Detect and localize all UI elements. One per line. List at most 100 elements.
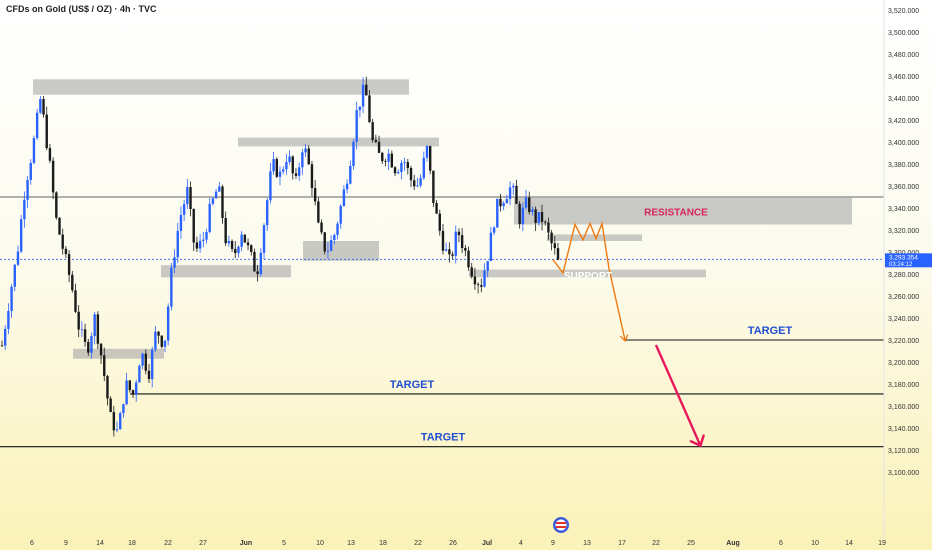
candle-body	[176, 230, 179, 258]
candle	[550, 229, 553, 251]
candle-body	[352, 141, 355, 166]
candle	[467, 246, 470, 271]
candle	[256, 265, 259, 282]
candle	[192, 208, 195, 252]
candle	[93, 311, 96, 345]
target-3-label: TARGET	[421, 432, 466, 444]
candle	[87, 339, 90, 356]
candle	[496, 198, 499, 228]
candle-body	[147, 370, 151, 380]
candle	[492, 225, 496, 236]
candle	[7, 303, 10, 335]
candle-body	[518, 203, 521, 225]
y-tick-label: 3,500.000	[888, 30, 919, 37]
candle-body	[90, 336, 93, 353]
candle-body	[103, 355, 106, 376]
candle-body	[58, 217, 61, 235]
candle	[186, 179, 189, 209]
candle-body	[45, 114, 48, 149]
target-2-label: TARGET	[390, 379, 435, 391]
candle-body	[246, 242, 250, 246]
x-tick-label: 4	[519, 540, 523, 547]
candle	[339, 204, 342, 229]
candle	[272, 151, 275, 175]
candle-body	[182, 204, 186, 215]
x-tick-label: 14	[845, 540, 853, 547]
candle	[393, 165, 397, 177]
candle	[51, 157, 55, 200]
candle	[227, 235, 231, 247]
x-tick-label: 14	[96, 540, 104, 547]
candle	[390, 150, 394, 169]
candle-body	[128, 380, 132, 391]
candle	[35, 108, 39, 141]
candle	[368, 89, 371, 123]
candle	[291, 155, 294, 180]
candle-body	[480, 285, 483, 287]
x-axis[interactable]: 6 9 14 18 22 27 Jun 5 10 13 18 22 26 Jul 4 9 13 17 22 25 Aug…	[30, 540, 886, 547]
y-tick-label: 3,320.000	[888, 228, 919, 235]
candle	[262, 223, 266, 260]
candle	[317, 197, 320, 224]
candle	[301, 148, 304, 175]
candle-body	[400, 162, 403, 173]
candle	[444, 242, 448, 252]
candle	[90, 332, 93, 359]
y-tick-label: 3,260.000	[888, 294, 919, 301]
candle	[266, 198, 269, 231]
candle-body	[189, 187, 192, 209]
candle-body	[179, 214, 183, 231]
candle-body	[163, 340, 167, 347]
candle	[96, 311, 100, 349]
candle-body	[250, 245, 253, 252]
candle-body	[281, 169, 285, 172]
candle-body	[368, 95, 371, 123]
candle-body	[537, 212, 541, 223]
candle	[358, 106, 362, 118]
candle-body	[237, 246, 240, 254]
x-tick-label: 22	[414, 540, 422, 547]
candle-body	[339, 205, 342, 224]
candle	[505, 194, 509, 204]
candle-body	[419, 178, 422, 186]
candle-body	[521, 207, 525, 225]
candle	[176, 222, 179, 264]
candle-body	[205, 231, 208, 240]
candle	[202, 231, 205, 248]
candle-body	[77, 311, 80, 330]
candle-body	[272, 159, 275, 172]
candle-body	[413, 180, 416, 187]
candle	[374, 134, 378, 144]
candle-body	[80, 329, 84, 331]
candle-body	[259, 252, 263, 275]
candle-body	[336, 223, 339, 235]
candle-body	[96, 314, 100, 344]
candle	[502, 201, 505, 211]
candle	[67, 250, 71, 283]
candle	[342, 185, 346, 207]
candle	[508, 181, 512, 206]
candle	[205, 228, 208, 244]
y-axis[interactable]: 3,100.000 3,120.000 3,140.000 3,160.000 3,18…	[883, 0, 919, 540]
candle-body	[7, 311, 10, 329]
candle	[154, 326, 157, 352]
x-tick-label: 9	[551, 540, 555, 547]
x-tick-label: 18	[379, 540, 387, 547]
x-tick-label: 22	[164, 540, 172, 547]
candle-body	[371, 122, 374, 140]
candle	[122, 403, 125, 418]
x-tick-label: Aug	[726, 540, 740, 547]
y-tick-label: 3,140.000	[888, 426, 919, 433]
candle	[518, 201, 521, 229]
candle	[387, 148, 390, 171]
candle-body	[262, 225, 266, 253]
candle	[29, 159, 32, 185]
candle	[333, 233, 336, 245]
candle-body	[345, 183, 349, 190]
candle-body	[476, 284, 480, 286]
candle-body	[444, 249, 448, 251]
candle	[237, 245, 240, 258]
candle-body	[285, 162, 288, 170]
candle-body	[512, 185, 515, 188]
candle-body	[186, 187, 189, 205]
